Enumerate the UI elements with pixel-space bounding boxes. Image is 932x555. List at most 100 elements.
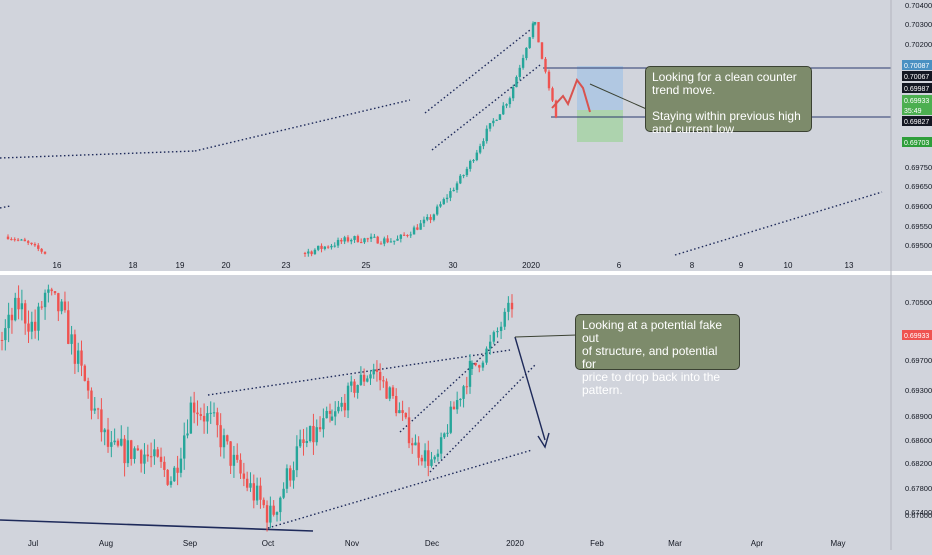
top-pullback-candle: [554, 100, 558, 118]
top-rally-candle: [353, 236, 356, 240]
top-left-candle: [43, 251, 47, 254]
bottom-left-candle: [43, 292, 47, 308]
top-rally-candle: [432, 214, 436, 220]
bottom-mid-candle: [369, 374, 372, 379]
top-y-tick-label: 0.70200: [905, 40, 932, 49]
top-rally-candle: [376, 236, 379, 244]
bottom-left-candle: [275, 512, 279, 515]
top-rally-candle: [346, 237, 350, 242]
bottom-x-tick-label: Dec: [425, 539, 439, 548]
bottom-note-line-4: pattern.: [582, 383, 623, 397]
bottom-left-candle: [4, 328, 7, 341]
bottom-left-candle: [73, 334, 77, 364]
bottom-channel-lower: [429, 364, 536, 473]
bottom-left-candle: [146, 454, 149, 457]
top-rally-candle: [323, 246, 327, 249]
bottom-mid-candle: [353, 381, 356, 393]
bottom-mid-candle: [340, 402, 343, 407]
top-rally-candle: [386, 238, 389, 243]
top-left-candle: [26, 241, 30, 243]
top-left-candle: [16, 239, 20, 241]
top-rally-candle: [383, 238, 386, 244]
bottom-left-candle: [0, 339, 4, 341]
top-rally-candle: [515, 76, 518, 88]
bottom-left-candle: [47, 289, 50, 293]
top-left-candle: [23, 239, 27, 242]
bottom-left-candle: [189, 402, 193, 434]
top-rally-candle: [435, 206, 439, 215]
bottom-left-candle: [57, 293, 60, 312]
top-x-tick-label: 19: [176, 261, 185, 270]
bottom-left-candle: [169, 481, 173, 485]
bottom-wedge-upper: [207, 349, 511, 396]
top-note-line-2: trend move.: [652, 83, 716, 97]
bottom-y-tick-label: 0.70500: [905, 298, 932, 307]
top-rally-candle: [389, 241, 393, 243]
bottom-mid-candle: [388, 387, 391, 399]
top-rally-candle: [439, 204, 442, 207]
top-trendline-left-upper: [194, 99, 411, 152]
top-rally-candle: [317, 245, 320, 250]
price-label-text: 0.69987: [904, 86, 929, 93]
bottom-left-candle: [67, 310, 70, 344]
bottom-left-candle: [282, 488, 285, 498]
top-pullback-candle: [551, 88, 554, 101]
price-label-text: 0.69827: [904, 119, 929, 126]
pane-separator[interactable]: [0, 271, 932, 275]
top-rally-candle: [482, 141, 485, 147]
expected-drop-arrow-shaft: [514, 336, 546, 441]
top-left-candle: [33, 244, 37, 246]
top-rally-candle: [426, 216, 429, 220]
take-profit-zone: [577, 110, 623, 142]
bottom-left-candle: [90, 390, 93, 411]
bottom-mid-candle: [398, 410, 401, 414]
price-label-text: 0.69703: [904, 140, 929, 147]
top-rally-candle: [485, 128, 488, 142]
bottom-left-candle: [136, 448, 140, 451]
bottom-left-candle: [289, 468, 292, 481]
top-rally-candle: [449, 191, 452, 198]
bottom-left-candle: [305, 441, 309, 444]
bottom-left-candle: [14, 297, 17, 321]
bottom-y-tick-label: 0.67800: [905, 484, 932, 493]
bottom-left-candle: [173, 467, 176, 482]
bottom-right-candle: [470, 362, 474, 369]
bottom-left-candle: [156, 449, 159, 457]
bottom-left-candle: [10, 314, 14, 321]
bottom-mid-candle: [346, 385, 350, 411]
bottom-left-candle: [143, 454, 146, 464]
top-rally-candle: [469, 160, 472, 169]
bottom-left-candle: [245, 478, 249, 488]
bottom-left-candle: [252, 483, 255, 501]
top-rally-candle: [531, 23, 535, 38]
bottom-left-candle: [298, 439, 302, 447]
bottom-left-candle: [133, 448, 136, 459]
top-rally-candle: [402, 234, 406, 236]
top-rally-candle: [350, 239, 353, 242]
top-note-line-1: Looking for a clean counter: [652, 70, 797, 84]
top-rally-candle: [459, 175, 462, 184]
bottom-x-tick-label: Oct: [262, 539, 275, 548]
top-trendline-left: [0, 150, 196, 159]
bottom-annotation-note[interactable]: Looking at a potential fake out of struc…: [575, 314, 740, 397]
top-x-tick-label: 10: [784, 261, 793, 270]
bottom-mid-candle: [337, 406, 340, 412]
top-rally-candle: [333, 245, 336, 247]
bottom-left-candle: [196, 412, 199, 415]
top-rally-candle: [511, 87, 515, 99]
bottom-left-candle: [166, 469, 169, 485]
top-x-tick-label: 20: [222, 261, 231, 270]
bottom-left-candle: [53, 291, 57, 294]
price-label-badge: [902, 83, 932, 93]
top-annotation-note[interactable]: Looking for a clean counter trend move. …: [645, 66, 812, 136]
bottom-x-tick-label: Sep: [183, 539, 198, 548]
top-left-candle: [13, 239, 16, 241]
price-label-badge: [902, 95, 932, 105]
bottom-x-tick-label: Feb: [590, 539, 604, 548]
bottom-pane[interactable]: Jul Aug Sep Oct Nov Dec 2020 Feb Mar Apr May 0.7050…: [0, 284, 932, 548]
top-pullback-candle: [540, 42, 544, 59]
bottom-left-candle: [120, 438, 123, 446]
top-rally-candle: [313, 249, 317, 255]
price-label-badge: [902, 71, 932, 81]
top-rally-candle: [336, 239, 340, 246]
